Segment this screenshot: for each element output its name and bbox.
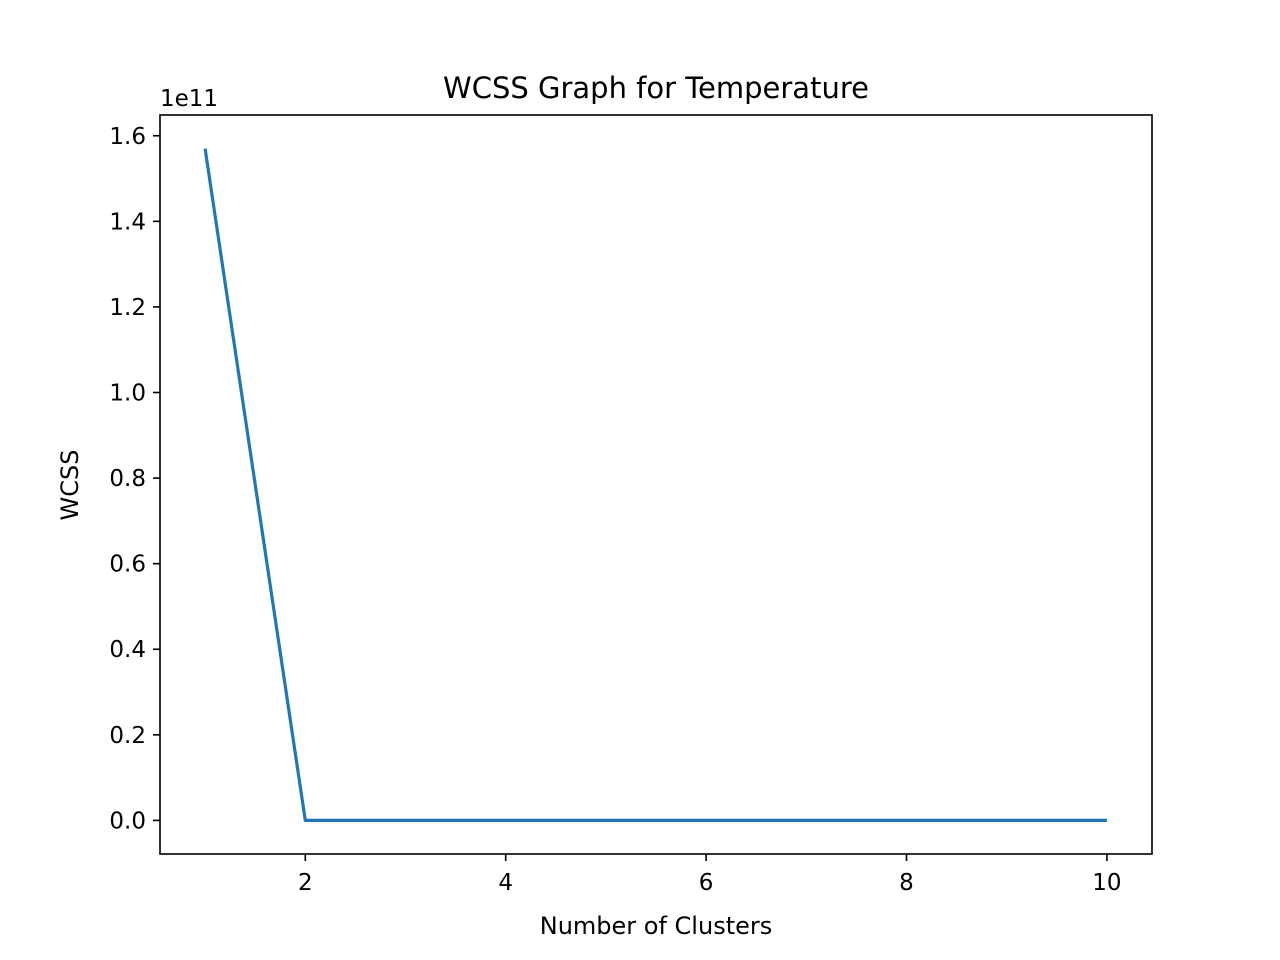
plot-frame <box>159 114 1153 855</box>
wcss-series-line <box>203 148 1107 823</box>
x-tick-label: 6 <box>699 870 714 896</box>
x-tick-label: 8 <box>899 870 914 896</box>
y-axis-ticks: 0.0 0.2 0.4 0.6 0.8 1.0 1.2 1.4 1.6 <box>109 124 160 834</box>
y-tick-label: 0.4 <box>109 637 146 663</box>
series-layer <box>203 148 1107 823</box>
x-tick-label: 2 <box>298 870 313 896</box>
y-axis-label: WCSS <box>56 450 84 521</box>
y-axis-offset-label: 1e11 <box>160 86 218 112</box>
y-tick-label: 1.4 <box>109 209 146 235</box>
x-axis-label: Number of Clusters <box>540 912 773 940</box>
y-tick-label: 0.6 <box>109 552 146 578</box>
y-tick-label: 0.8 <box>109 466 146 492</box>
y-tick-label: 1.0 <box>109 380 146 406</box>
chart-title: WCSS Graph for Temperature <box>443 71 869 105</box>
x-axis-ticks: 2 4 6 8 10 <box>298 854 1122 896</box>
y-tick-label: 0.0 <box>109 808 146 834</box>
y-tick-label: 0.2 <box>109 723 146 749</box>
x-tick-label: 10 <box>1092 870 1121 896</box>
y-tick-label: 1.2 <box>109 295 146 321</box>
x-tick-label: 4 <box>498 870 513 896</box>
y-tick-label: 1.6 <box>109 124 146 150</box>
